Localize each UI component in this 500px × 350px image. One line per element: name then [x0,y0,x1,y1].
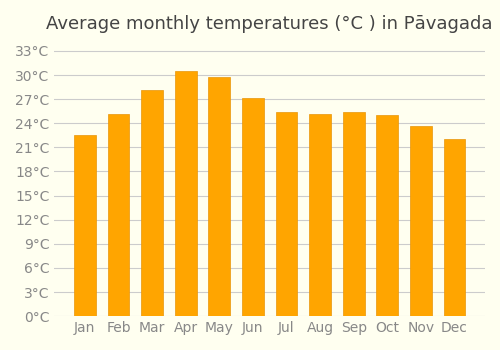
Bar [141,90,163,316]
Bar [276,112,297,316]
Title: Average monthly temperatures (°C ) in Pāvagada: Average monthly temperatures (°C ) in Pā… [46,15,493,33]
Bar [343,112,364,316]
Bar [410,126,432,316]
Bar [208,77,230,316]
Bar [309,114,331,316]
Bar [74,135,96,316]
Bar [242,98,264,316]
Bar [174,71,197,316]
Bar [444,139,466,316]
Bar [108,114,130,316]
Bar [376,115,398,316]
